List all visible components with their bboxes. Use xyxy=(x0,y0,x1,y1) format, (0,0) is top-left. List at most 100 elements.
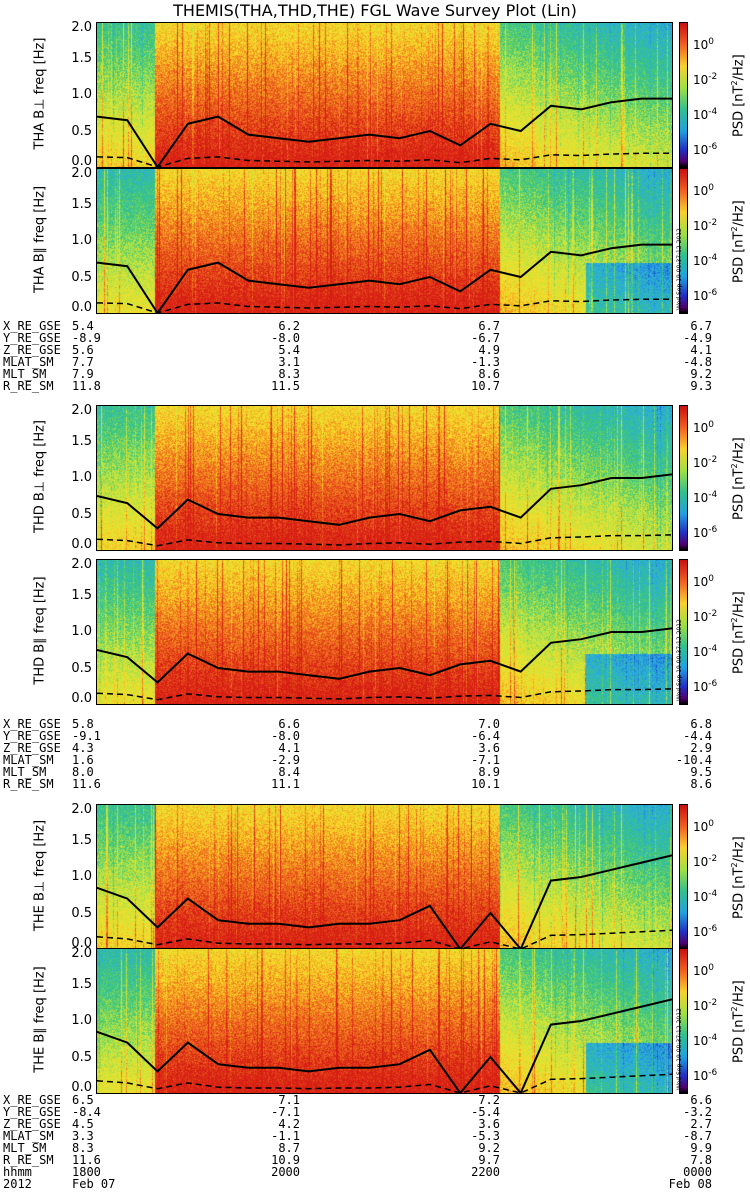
colorbar-tick-label: 10-6 xyxy=(693,924,718,940)
gyro-frequency-line xyxy=(97,243,672,313)
y-tick-label: 2.0 xyxy=(71,403,92,418)
timestamp: Wed Sep 19 00:37:12 2012 xyxy=(676,228,683,310)
gyro-frequency-line xyxy=(97,473,672,530)
ephemeris-value: 8.7 xyxy=(278,1141,300,1155)
colorbar-tick-label: 100 xyxy=(693,183,715,199)
colorbar-tick-label: 10-2 xyxy=(693,72,718,88)
ephemeris-row: Y_RE_GSE -9.1 -8.0 -6.4 -4.4 xyxy=(0,730,750,742)
ephemeris-label: Y_RE_GSE xyxy=(3,1105,61,1119)
gyro-frequency-line xyxy=(97,998,672,1093)
colorbar-label: PSD [nT2/Hz] xyxy=(730,200,747,283)
colorbar-tick-label: 100 xyxy=(693,819,715,835)
colorbar-tick-label: 10-6 xyxy=(693,288,718,304)
ephemeris-value: -4.9 xyxy=(683,331,712,345)
ephemeris-row: X_RE_GSE 6.5 7.1 7.2 6.6 xyxy=(0,1094,750,1106)
ephemeris-table: X_RE_GSE 5.4 6.2 6.7 6.7 Y_RE_GSE -8.9 -8.0 -6.7… xyxy=(0,320,750,392)
timestamp: Wed Sep 19 00:37:12 2012 xyxy=(676,1008,683,1090)
gyro-frequency-line xyxy=(97,854,672,949)
colorbar-tick-label: 10-6 xyxy=(693,679,718,695)
ephemeris-value: 0000 xyxy=(683,1165,712,1179)
colorbar-tick-label: 100 xyxy=(693,574,715,590)
ephemeris-value: 5.6 xyxy=(72,343,94,357)
ephemeris-value: Feb 07 xyxy=(72,1177,116,1191)
colorbar xyxy=(679,168,688,314)
spectrogram-image xyxy=(97,560,672,704)
ephemeris-row: MLAT_SM 7.7 3.1 -1.3 -4.8 xyxy=(0,356,750,368)
spectrogram-panel-thd-perp xyxy=(96,405,673,551)
y-tick-label: 0.5 xyxy=(71,123,92,139)
ephemeris-value: 7.0 xyxy=(478,717,500,731)
ephemeris-row: Y_RE_GSE -8.9 -8.0 -6.7 -4.9 xyxy=(0,332,750,344)
ephemeris-value: -4.4 xyxy=(683,729,712,743)
ephemeris-value: -7.1 xyxy=(271,1105,300,1119)
y-tick-label: 1.0 xyxy=(71,470,92,485)
y-axis-label: THD B⊥ freq [Hz] xyxy=(32,420,48,533)
y-tick-label: 2.0 xyxy=(71,20,92,35)
y-axis-label: THA B∥ freq [Hz] xyxy=(32,185,48,294)
ephemeris-label: Y_RE_GSE xyxy=(3,331,61,345)
ephemeris-row: Z_RE_GSE 5.6 5.4 4.9 4.1 xyxy=(0,344,750,356)
ephemeris-value: -6.4 xyxy=(471,729,500,743)
ephemeris-label: X_RE_GSE xyxy=(3,1093,61,1107)
ephemeris-value: 7.1 xyxy=(278,1093,300,1107)
gyro-lines xyxy=(97,854,672,949)
timestamp: Wed Sep 19 00:37:12 2012 xyxy=(676,619,683,701)
ephemeris-value: 9.2 xyxy=(478,1141,500,1155)
y-tick-label: 1.5 xyxy=(71,50,92,66)
ephemeris-value: 8.4 xyxy=(278,765,300,779)
y-tick-label: 2.0 xyxy=(71,166,92,181)
ephemeris-value: 6.8 xyxy=(690,717,712,731)
ephemeris-label: Z_RE_GSE xyxy=(3,741,61,755)
y-axis-label: THE B∥ freq [Hz] xyxy=(32,966,48,1073)
colorbar-tick-label: 10-4 xyxy=(693,490,718,506)
spectrogram-image xyxy=(97,23,672,167)
ephemeris-value: -10.4 xyxy=(675,753,712,767)
dashed-frequency-line xyxy=(97,534,672,547)
ephemeris-value: -8.4 xyxy=(72,1105,101,1119)
y-tick-label: 0.5 xyxy=(71,1049,92,1065)
ephemeris-row: R_RE_SM 11.8 11.5 10.7 9.3 xyxy=(0,380,750,392)
ephemeris-row: MLT_SM 7.9 8.3 8.6 9.2 xyxy=(0,368,750,380)
ephemeris-value: 8.0 xyxy=(72,765,94,779)
ephemeris-value: 3.1 xyxy=(278,355,300,369)
ephemeris-value: 4.5 xyxy=(72,1117,94,1131)
ephemeris-label: MLT_SM xyxy=(3,765,47,779)
ephemeris-row: MLT_SM 8.0 8.4 8.9 9.5 xyxy=(0,766,750,778)
ephemeris-value: 9.2 xyxy=(690,367,712,381)
colorbar-label: PSD [nT2/Hz] xyxy=(730,836,747,919)
ephemeris-value: 11.5 xyxy=(271,379,300,393)
ephemeris-value: -8.7 xyxy=(683,1129,712,1143)
ephemeris-value: 5.4 xyxy=(278,343,300,357)
ephemeris-table: X_RE_GSE 6.5 7.1 7.2 6.6 Y_RE_GSE -8.4 -7.1 -5.4… xyxy=(0,1094,750,1190)
colorbar-label: PSD [nT2/Hz] xyxy=(730,980,747,1063)
ephemeris-value: 9.3 xyxy=(690,379,712,393)
ephemeris-value: -3.2 xyxy=(683,1105,712,1119)
ephemeris-value: 1800 xyxy=(72,1165,101,1179)
ephemeris-value: Feb 08 xyxy=(668,1177,712,1191)
colorbar-tick-label: 100 xyxy=(693,37,715,53)
ephemeris-row: hhmm 1800 2000 2200 0000 xyxy=(0,1166,750,1178)
spectrogram-panel-tha-perp xyxy=(96,22,673,168)
colorbar-tick-label: 10-2 xyxy=(693,455,718,471)
y-axis-label: THD B∥ freq [Hz] xyxy=(32,576,48,685)
ephemeris-value: 6.5 xyxy=(72,1093,94,1107)
ephemeris-value: 11.6 xyxy=(72,1153,101,1167)
y-axis-label: THA B⊥ freq [Hz] xyxy=(32,37,48,150)
y-tick-label: 1.0 xyxy=(71,233,92,248)
ephemeris-label: hhmm xyxy=(3,1165,32,1179)
gyro-lines xyxy=(97,243,672,313)
colorbar xyxy=(679,948,688,1094)
ephemeris-row: Z_RE_GSE 4.3 4.1 3.6 2.9 xyxy=(0,742,750,754)
ephemeris-value: -1.3 xyxy=(471,355,500,369)
ephemeris-value: 6.7 xyxy=(690,319,712,333)
colorbar-tick-label: 100 xyxy=(693,420,715,436)
ephemeris-value: 4.1 xyxy=(690,343,712,357)
y-tick-label: 0.0 xyxy=(71,691,92,706)
ephemeris-value: 6.6 xyxy=(278,717,300,731)
ephemeris-value: 11.8 xyxy=(72,379,101,393)
colorbar-tick-label: 10-2 xyxy=(693,998,718,1014)
ephemeris-value: 4.2 xyxy=(278,1117,300,1131)
ephemeris-value: 6.6 xyxy=(690,1093,712,1107)
colorbar-tick-label: 10-4 xyxy=(693,644,718,660)
ephemeris-label: Z_RE_GSE xyxy=(3,343,61,357)
